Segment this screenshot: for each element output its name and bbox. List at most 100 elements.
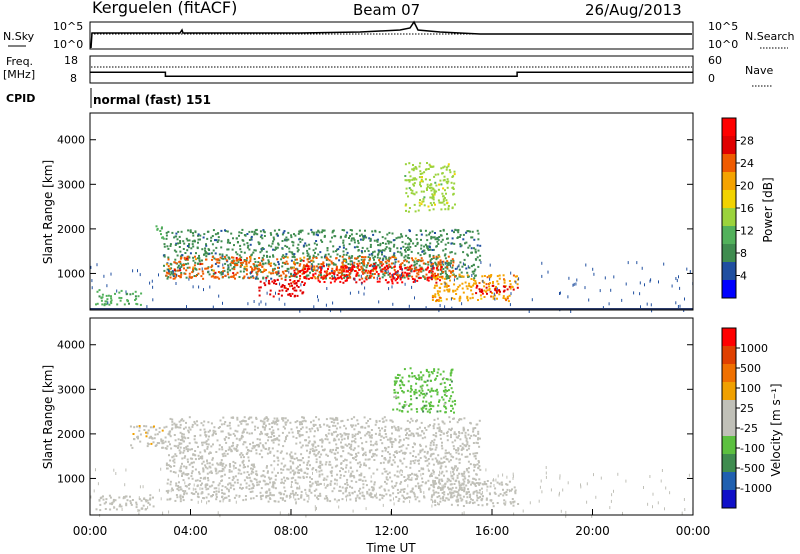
power-speckle — [444, 282, 446, 286]
power-cell-2 — [284, 263, 287, 265]
velocity-cell-1 — [282, 419, 285, 422]
velocity-cell-2 — [393, 396, 396, 399]
velocity-cell-1 — [362, 486, 365, 489]
velocity-cell-4 — [138, 426, 141, 429]
velocity-cell-1 — [291, 490, 294, 493]
velocity-cell-1 — [400, 473, 403, 476]
velocity-cell-1 — [474, 452, 477, 455]
power-cell-5 — [339, 275, 342, 278]
velocity-cell-0 — [102, 495, 104, 498]
power-cell-2 — [341, 229, 344, 231]
power-cell-8 — [475, 292, 478, 295]
velocity-cell-1 — [325, 434, 327, 437]
velocity-cell-1 — [381, 455, 384, 457]
power-cell-2 — [333, 235, 336, 238]
power-cell-5 — [353, 266, 356, 268]
power-cell-2 — [282, 254, 285, 257]
velocity-cell-3 — [460, 499, 463, 502]
power-cell-6 — [424, 168, 427, 171]
velocity-cell-1 — [292, 435, 295, 438]
velocity-cell-1 — [268, 478, 271, 481]
power-cell-7 — [448, 290, 451, 293]
velocity-cell-1 — [305, 476, 308, 479]
power-speckle — [651, 309, 653, 313]
power-cell-3 — [409, 268, 411, 271]
velocity-cell-4 — [160, 438, 163, 441]
velocity-speckle — [222, 499, 224, 503]
power-cell-4 — [281, 289, 284, 292]
power-cell-2 — [349, 260, 352, 263]
velocity-speckle — [350, 473, 352, 477]
velocity-cell-1 — [321, 439, 324, 442]
power-cell-3 — [388, 260, 390, 263]
velocity-cell-1 — [211, 463, 214, 466]
velocity-cell-1 — [395, 450, 398, 453]
power-cell-7 — [516, 283, 519, 286]
velocity-cell-1 — [228, 433, 231, 436]
velocity-cell-1 — [363, 497, 366, 500]
power-cell-4 — [284, 287, 287, 290]
velocity-cell-1 — [330, 470, 333, 473]
power-cell-2 — [205, 243, 207, 246]
velocity-cell-2 — [401, 390, 404, 392]
velocity-cell-3 — [447, 493, 450, 496]
power-cell-2 — [283, 230, 286, 233]
power-cell-2 — [338, 259, 341, 262]
power-cell-2 — [432, 236, 435, 239]
velocity-cell-1 — [223, 423, 226, 426]
velocity-cell-1 — [219, 419, 222, 422]
power-cell-1 — [161, 226, 163, 229]
velocity-cell-1 — [239, 420, 242, 423]
velocity-cell-1 — [320, 438, 323, 441]
power-cell-7 — [490, 295, 493, 298]
velocity-cell-1 — [391, 426, 393, 429]
power-cell-2 — [285, 239, 288, 242]
power-cell-2 — [188, 239, 191, 242]
velocity-cell-1 — [375, 443, 378, 446]
power-cell-6 — [445, 199, 448, 202]
power-cell-3 — [214, 275, 217, 278]
power-cell-6 — [445, 192, 447, 195]
velocity-cell-1 — [340, 455, 343, 458]
velocity-cell-1 — [412, 450, 415, 453]
power-cell-5 — [396, 278, 398, 280]
velocity-cell-1 — [179, 486, 182, 489]
velocity-cell-1 — [446, 434, 449, 437]
velocity-cell-1 — [269, 450, 272, 453]
velocity-cell-1 — [178, 469, 181, 472]
power-speckle — [510, 292, 512, 296]
velocity-cell-3 — [437, 491, 440, 494]
velocity-cell-1 — [449, 453, 452, 456]
power-cell-4 — [294, 294, 296, 297]
power-cell-3 — [343, 268, 346, 271]
power-cell-3 — [299, 263, 302, 266]
power-cell-2 — [394, 258, 397, 261]
velocity-cell-1 — [201, 441, 203, 444]
velocity-cell-2 — [447, 389, 450, 392]
velocity-cell-1 — [276, 450, 279, 453]
power-cell-7 — [438, 290, 441, 293]
power-cell-3 — [216, 258, 219, 261]
velocity-cell-1 — [314, 441, 317, 444]
power-cell-2 — [210, 252, 213, 255]
power-cell-2 — [276, 246, 279, 249]
power-cell-2 — [210, 236, 213, 239]
power-cell-6 — [413, 203, 416, 206]
power-cell-3 — [298, 264, 301, 267]
power-speckle — [593, 272, 595, 276]
power-cell-2 — [207, 230, 210, 233]
power-cell-2 — [294, 234, 297, 237]
velocity-cell-1 — [278, 491, 281, 494]
velocity-cell-1 — [413, 473, 416, 476]
power-cell-3 — [165, 271, 168, 274]
power-speckle — [414, 296, 415, 300]
velocity-speckle — [124, 483, 126, 487]
power-cell-2 — [167, 247, 170, 250]
velocity-cell-1 — [267, 448, 270, 451]
power-cell-3 — [254, 266, 257, 269]
velocity-cell-1 — [208, 485, 211, 488]
power-cell-4 — [285, 290, 288, 292]
velocity-cell-1 — [444, 452, 447, 455]
velocity-cell-3 — [442, 497, 444, 499]
velocity-cell-1 — [411, 472, 413, 475]
